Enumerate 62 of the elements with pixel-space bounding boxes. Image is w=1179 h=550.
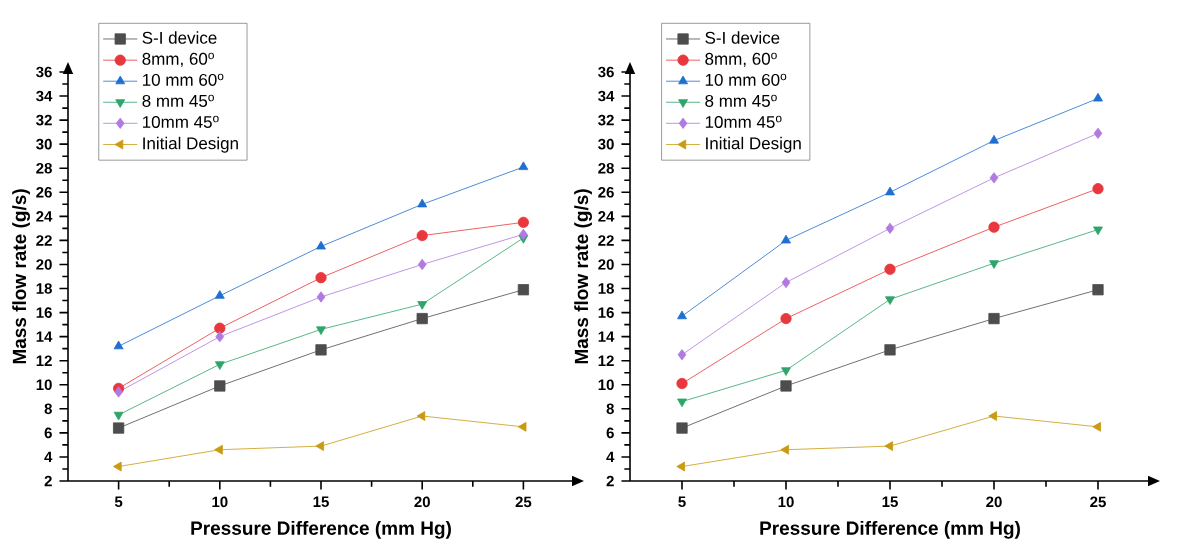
legend-label: 8mm, 60$^{o}$ <box>142 52 214 67</box>
y-tick-label: 36 <box>36 66 52 78</box>
y-tick-label: 32 <box>36 114 52 126</box>
x-axis-title: Pressure Difference (mm Hg) <box>760 520 1020 539</box>
y-tick-label: 2 <box>606 475 614 487</box>
y-tick-label: 30 <box>598 138 614 150</box>
y-tick-label: 32 <box>598 114 614 126</box>
y-tick-label: 20 <box>598 259 614 270</box>
legend-label: 8mm, 60$^{o}$ <box>705 52 777 67</box>
y-tick-label: 12 <box>598 355 614 366</box>
y-tick-label: 30 <box>36 138 52 150</box>
x-tick-label: 20 <box>986 496 1002 508</box>
y-tick-label: 26 <box>36 186 52 198</box>
y-tick-label: 8 <box>44 403 52 415</box>
y-tick-label: 10 <box>36 379 52 391</box>
x-tick-label: 20 <box>414 496 430 508</box>
x-tick-label: 15 <box>882 496 898 508</box>
y-tick-label: 18 <box>598 283 614 294</box>
y-tick-label: 36 <box>598 66 614 78</box>
legend-label: 10 mm 60$^{o}$ <box>143 73 224 86</box>
y-tick-label: 34 <box>36 90 53 102</box>
y-tick-label: 20 <box>36 259 52 270</box>
legend-label: Initial Design <box>706 136 801 153</box>
legend-label: S-I device <box>705 31 780 44</box>
x-tick-label: 25 <box>1090 496 1106 508</box>
legend-label: 10mm 45$^{o}$ <box>143 115 219 128</box>
y-tick-label: 26 <box>598 186 614 198</box>
y-tick-label: 6 <box>44 427 52 439</box>
y-tick-label: 8 <box>606 403 614 415</box>
y-axis-title: Mass flow rate (g/s) <box>12 189 30 364</box>
y-tick-label: 22 <box>598 235 614 246</box>
y-axis-title: Mass flow rate (g/s) <box>574 189 592 364</box>
x-tick-label: 10 <box>212 496 228 508</box>
x-tick-label: 15 <box>313 496 329 508</box>
y-tick-label: 24 <box>36 211 53 222</box>
y-tick-label: 22 <box>36 235 52 246</box>
legend-label: 10mm 45$^{o}$ <box>705 115 782 128</box>
legend-label: 8 mm 45$^{o}$ <box>705 94 777 107</box>
y-tick-label: 14 <box>598 331 615 342</box>
y-tick-label: 24 <box>598 211 615 222</box>
y-tick-label: 6 <box>606 427 614 439</box>
legend-label: 8 mm 45$^{o}$ <box>142 94 214 107</box>
y-tick-label: 4 <box>44 451 53 463</box>
y-tick-label: 16 <box>36 307 52 318</box>
y-tick-label: 10 <box>598 379 614 391</box>
y-tick-label: 28 <box>598 162 614 174</box>
x-axis-title: Pressure Difference (mm Hg) <box>191 520 451 539</box>
y-tick-label: 28 <box>36 162 52 174</box>
x-tick-label: 5 <box>114 496 123 508</box>
legend-label: S-I device <box>142 31 217 44</box>
x-tick-label: 5 <box>678 496 686 508</box>
legend-label: Initial Design <box>143 136 238 153</box>
y-tick-label: 16 <box>598 307 614 318</box>
y-tick-label: 14 <box>36 331 53 342</box>
y-tick-label: 4 <box>606 451 615 463</box>
x-tick-label: 25 <box>515 496 532 508</box>
y-tick-label: 18 <box>36 283 52 294</box>
y-tick-label: 34 <box>598 90 615 102</box>
y-tick-label: 12 <box>36 355 52 366</box>
legend-label: 10 mm 60$^{o}$ <box>705 73 787 86</box>
y-tick-label: 2 <box>44 475 52 487</box>
x-tick-label: 10 <box>778 496 794 508</box>
